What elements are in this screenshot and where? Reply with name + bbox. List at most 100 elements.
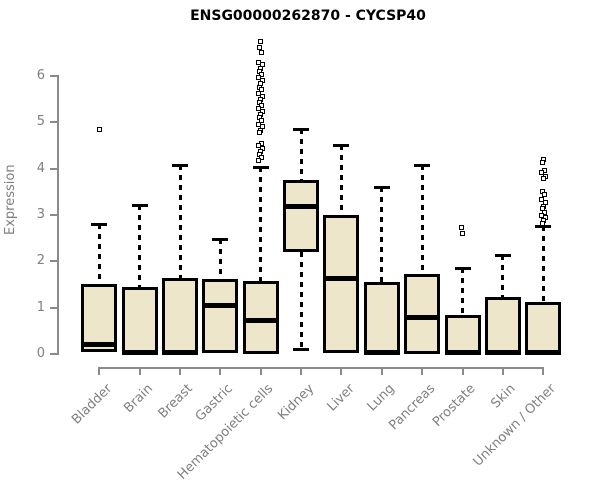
y-tick-label: 1 (36, 299, 45, 315)
whisker-upper (97, 223, 101, 284)
whisker-upper (178, 164, 182, 278)
outlier-point (541, 209, 547, 215)
x-tick-label: Skin (488, 381, 519, 412)
outlier-point (259, 87, 265, 93)
x-axis-tick (179, 369, 182, 375)
whisker-lower (299, 252, 303, 350)
outlier-point (460, 230, 466, 236)
box (484, 297, 521, 354)
outlier-point (259, 50, 265, 56)
whisker-cap-upper (535, 225, 552, 229)
outlier-point (259, 118, 265, 124)
median-line (444, 350, 481, 356)
y-tick-label: 6 (36, 68, 45, 84)
median-line (283, 204, 320, 210)
box (162, 277, 199, 354)
box (404, 274, 441, 354)
outlier-point (258, 38, 264, 44)
box (283, 179, 320, 253)
outlier-point (259, 103, 265, 109)
outlier-point (256, 75, 262, 81)
y-axis-tick (50, 167, 58, 170)
whisker-upper (380, 186, 384, 283)
whisker-cap-upper (131, 203, 148, 207)
whisker-cap-upper (293, 128, 310, 132)
y-axis-title: Expression (3, 164, 18, 236)
whisker-cap-upper (172, 163, 189, 167)
whisker-upper (339, 145, 343, 215)
outlier-point (96, 126, 102, 132)
box (363, 282, 400, 354)
median-line (363, 349, 400, 355)
outlier-point (539, 220, 545, 226)
y-axis-tick (50, 306, 58, 309)
median-line (525, 349, 562, 355)
x-axis-tick (501, 369, 504, 375)
y-axis-tick (50, 353, 58, 355)
x-axis-tick (340, 369, 343, 375)
x-axis-tick (138, 369, 141, 375)
whisker-upper (218, 239, 222, 279)
x-axis-tick (542, 369, 545, 375)
outlier-point (539, 159, 545, 165)
whisker-cap-upper (252, 165, 269, 169)
median-line (323, 276, 360, 282)
y-tick-label: 5 (36, 114, 45, 130)
x-axis-tick (300, 369, 303, 375)
whisker-cap-upper (414, 163, 431, 167)
whisker-cap-upper (91, 222, 108, 226)
x-axis-tick (461, 369, 464, 375)
x-tick-label: Breast (155, 381, 196, 422)
y-axis-tick (50, 260, 58, 263)
median-line (404, 315, 441, 321)
x-axis-tick (380, 369, 383, 375)
whisker-upper (461, 267, 465, 316)
whisker-upper (299, 129, 303, 180)
median-line (162, 349, 199, 355)
y-tick-label: 3 (36, 207, 45, 222)
box (323, 215, 360, 354)
box (81, 283, 118, 353)
x-axis-tick (259, 369, 262, 375)
outlier-point (541, 191, 547, 197)
whisker-upper (420, 164, 424, 275)
x-tick-label: Liver (324, 381, 358, 415)
outlier-point (257, 44, 263, 50)
median-line (202, 302, 239, 308)
outlier-point (257, 130, 263, 136)
outlier-point (256, 105, 262, 111)
median-line (484, 349, 521, 355)
x-tick-label: Unknown / Other (470, 381, 560, 470)
outlier-point (459, 225, 465, 231)
x-tick-label: Bladder (69, 381, 116, 428)
outlier-point (259, 72, 265, 78)
y-axis-line (57, 75, 59, 355)
outlier-point (256, 143, 262, 148)
chart-title: ENSG00000262870 - CYCSP40 (190, 8, 426, 24)
y-tick-label: 2 (36, 253, 45, 269)
x-tick-label: Brain (120, 381, 156, 417)
box (525, 302, 562, 354)
outlier-point (541, 167, 547, 173)
whisker-cap-lower (293, 348, 310, 352)
outlier-point (540, 176, 546, 182)
outlier-point (256, 90, 262, 96)
whisker-upper (138, 204, 142, 287)
x-axis-tick (421, 369, 424, 375)
whisker-upper (259, 166, 263, 281)
outlier-point (256, 157, 262, 163)
outlier-point (256, 59, 262, 65)
outlier-point (538, 170, 544, 176)
whisker-cap-upper (373, 185, 390, 189)
outlier-point (256, 121, 262, 127)
box (444, 315, 481, 354)
x-tick-label: Kidney (275, 381, 318, 424)
whisker-cap-upper (333, 144, 350, 148)
x-axis-tick (98, 369, 101, 375)
median-line (242, 317, 279, 323)
whisker-cap-upper (454, 266, 471, 270)
y-axis-tick (50, 75, 58, 78)
median-line (121, 349, 158, 355)
whisker-upper (501, 254, 505, 298)
box (121, 286, 158, 354)
